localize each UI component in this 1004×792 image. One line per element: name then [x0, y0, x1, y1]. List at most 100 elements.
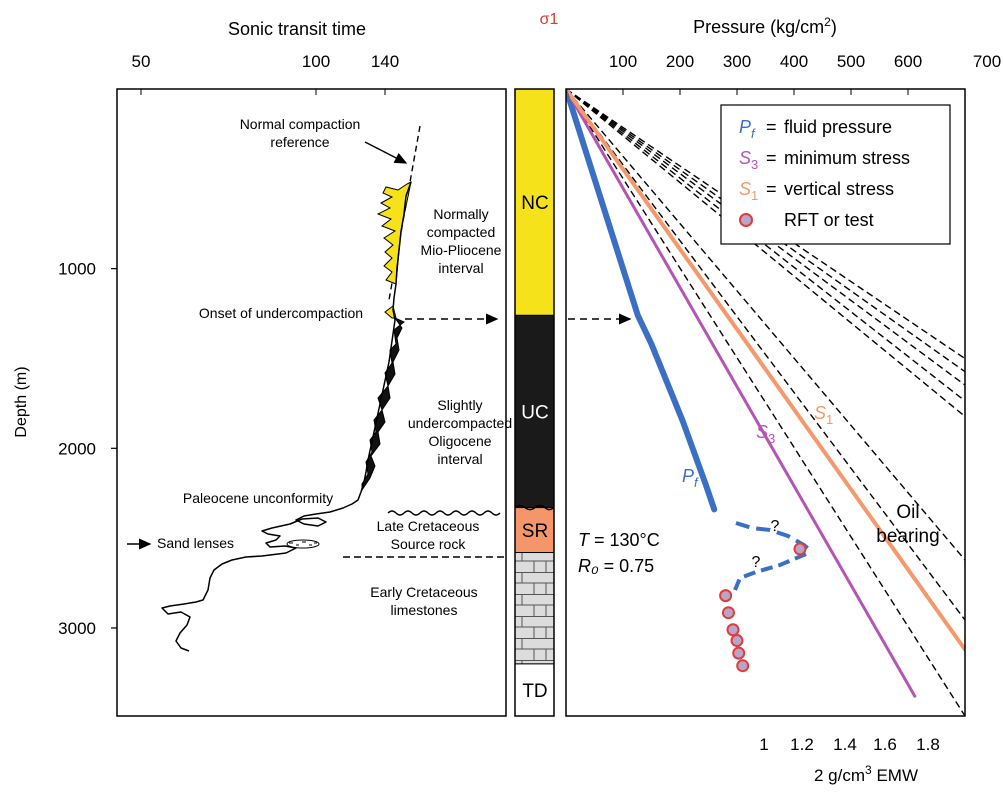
curve-label-pf-sub: f	[694, 475, 699, 490]
pressure-frame	[565, 88, 966, 717]
annot-sand-lenses: Sand lenses	[157, 535, 234, 551]
pressure-title-close: )	[831, 17, 837, 37]
annot-nc-interval-line-1: compacted	[427, 224, 495, 240]
nc-yellow-fill	[376, 181, 412, 285]
annot-ro-val: = 0.75	[599, 556, 655, 576]
rft-point-4	[730, 634, 744, 648]
annot-paleocene: Paleocene unconformity	[183, 490, 333, 506]
annot-temperature-val: = 130°C	[589, 530, 660, 550]
pressure-plot-area	[566, 89, 965, 716]
normal-compaction-arrow	[364, 141, 408, 164]
annot-normal-compaction-line-1: reference	[270, 134, 329, 150]
legend-text-3: RFT or test	[784, 210, 874, 230]
sonic-x-ticks: 50 100 140	[132, 52, 399, 95]
pressure-tick-label-200: 200	[666, 52, 694, 71]
lithology-units: NC UC SR TD	[514, 88, 555, 717]
legend-equals-0: =	[766, 117, 777, 137]
rft-point-0	[793, 542, 807, 556]
emw-line-steep-a	[566, 89, 965, 561]
rft-point-1	[719, 589, 733, 603]
curve-label-s3: S3	[756, 422, 775, 446]
pressure-x-ticks: 100 200 300 400 500 600 700	[609, 52, 1001, 95]
emw-tick-label-1: 1.2	[790, 735, 814, 754]
pressure-title: Pressure (kg/cm2)	[693, 15, 837, 37]
sr-unconformity-wave	[514, 504, 555, 511]
rft-point-5	[732, 646, 746, 660]
annot-ro: R₀ = 0.75	[578, 556, 654, 576]
rft-point-6	[736, 659, 750, 673]
annot-oil-bearing-line-0: Oil	[896, 502, 919, 523]
pressure-tick-label-700: 700	[973, 52, 1001, 71]
sonic-log-curve	[161, 181, 412, 652]
series-fluid-pressure-upper	[566, 89, 639, 316]
legend-text-2: vertical stress	[784, 179, 894, 199]
emw-line-steep-b	[566, 89, 965, 621]
emw-tick-label-0: 1	[759, 735, 768, 754]
annot-normal-compaction-line-0: Normal compaction	[240, 116, 361, 132]
pressure-tick-label-100: 100	[609, 52, 637, 71]
pressure-tick-label-400: 400	[780, 52, 808, 71]
pressure-panel: Pressure (kg/cm2) 100 200 300 400 500 600 700 …	[565, 15, 1001, 785]
pressure-tick-label-500: 500	[837, 52, 865, 71]
sonic-plot-area	[161, 125, 506, 652]
sigma1-label: σ1	[540, 11, 559, 28]
sonic-frame	[116, 88, 507, 717]
depth-tick-label-2000: 2000	[58, 439, 96, 458]
rft-point-3	[726, 623, 740, 637]
rft-points	[719, 542, 807, 673]
sand-lenses-symbol	[286, 539, 320, 549]
pressure-tick-label-300: 300	[723, 52, 751, 71]
depth-tick-label-1000: 1000	[58, 260, 96, 279]
depth-axis-label: Depth (m)	[13, 366, 30, 437]
annot-late-cretaceous-line-1: Source rock	[391, 536, 467, 552]
emw-bottom-ticks: 1 1.2 1.4 1.6 1.8 2 g/cm3 EMW	[759, 735, 940, 785]
sonic-tick-label-50: 50	[132, 52, 151, 71]
lithology-label-TD: TD	[522, 681, 547, 702]
annot-late-cretaceous-line-0: Late Cretaceous	[377, 518, 480, 534]
depth-tick-label-3000: 3000	[58, 619, 96, 638]
annot-uc-interval-line-2: Oligocene	[428, 433, 491, 449]
emw-tick-label-4: 1.8	[916, 735, 940, 754]
emw-line-1.6	[566, 89, 965, 373]
rft-point-2	[721, 606, 735, 620]
annot-ro-sym: R₀	[578, 556, 599, 576]
uc-black-fill	[361, 316, 405, 492]
sonic-title: Sonic transit time	[228, 19, 366, 39]
curve-label-s3-sub: 3	[768, 431, 775, 446]
annot-uc-interval-line-1: undercompacted	[408, 415, 512, 431]
annot-onset: Onset of undercompaction	[199, 305, 363, 321]
legend-subscript-1: 3	[751, 157, 758, 172]
emw-axis-label-sup: 3	[865, 763, 872, 777]
series-fluid-pressure	[566, 89, 718, 513]
column-frame	[514, 88, 555, 717]
annot-early-cretaceous-line-1: limestones	[391, 602, 458, 618]
emw-tick-label-2: 1.4	[833, 735, 857, 754]
legend-text-1: minimum stress	[784, 148, 910, 168]
annot-early-cretaceous-line-0: Early Cretaceous	[370, 584, 477, 600]
series-minimum-stress	[566, 89, 917, 698]
series-vertical-stress	[566, 89, 965, 652]
lithology-label-UC: UC	[521, 402, 548, 423]
pf-uncertain-lower	[733, 552, 807, 591]
annot-uc-interval-line-3: interval	[437, 451, 482, 467]
emw-axis-label-c: EMW	[872, 766, 918, 785]
lithology-column: σ1 NC UC SR TD	[514, 11, 559, 717]
annot-question-1: ?	[771, 518, 780, 535]
legend-subscript-0: f	[751, 126, 756, 141]
legend-box	[720, 104, 951, 245]
annot-question-2: ?	[752, 554, 761, 571]
pressure-title-main: Pressure (kg/cm	[693, 17, 824, 37]
emw-line-1.2	[566, 89, 965, 402]
annot-nc-interval-line-2: Mio-Pliocene	[421, 242, 502, 258]
lithology-label-NC: NC	[521, 193, 548, 214]
annot-oil-bearing-line-1: bearing	[876, 526, 939, 547]
sonic-tick-label-100: 100	[302, 52, 330, 71]
legend-subscript-2: 1	[751, 188, 758, 203]
pressure-title-sup: 2	[824, 15, 831, 29]
depth-y-ticks: 1000 2000 3000	[58, 260, 117, 638]
annot-nc-interval-line-0: Normally	[433, 206, 488, 222]
pressure-series	[566, 89, 965, 698]
